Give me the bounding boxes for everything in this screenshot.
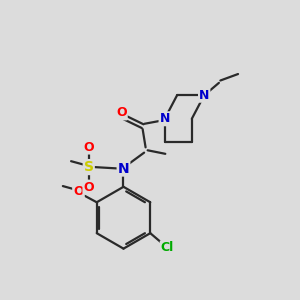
Text: O: O [83,141,94,154]
Text: N: N [160,112,170,125]
Text: O: O [83,181,94,194]
Text: O: O [73,184,84,198]
Text: O: O [116,106,127,119]
Text: S: S [84,160,94,174]
Text: N: N [118,161,129,176]
Text: N: N [199,89,209,102]
Text: Cl: Cl [161,242,174,254]
